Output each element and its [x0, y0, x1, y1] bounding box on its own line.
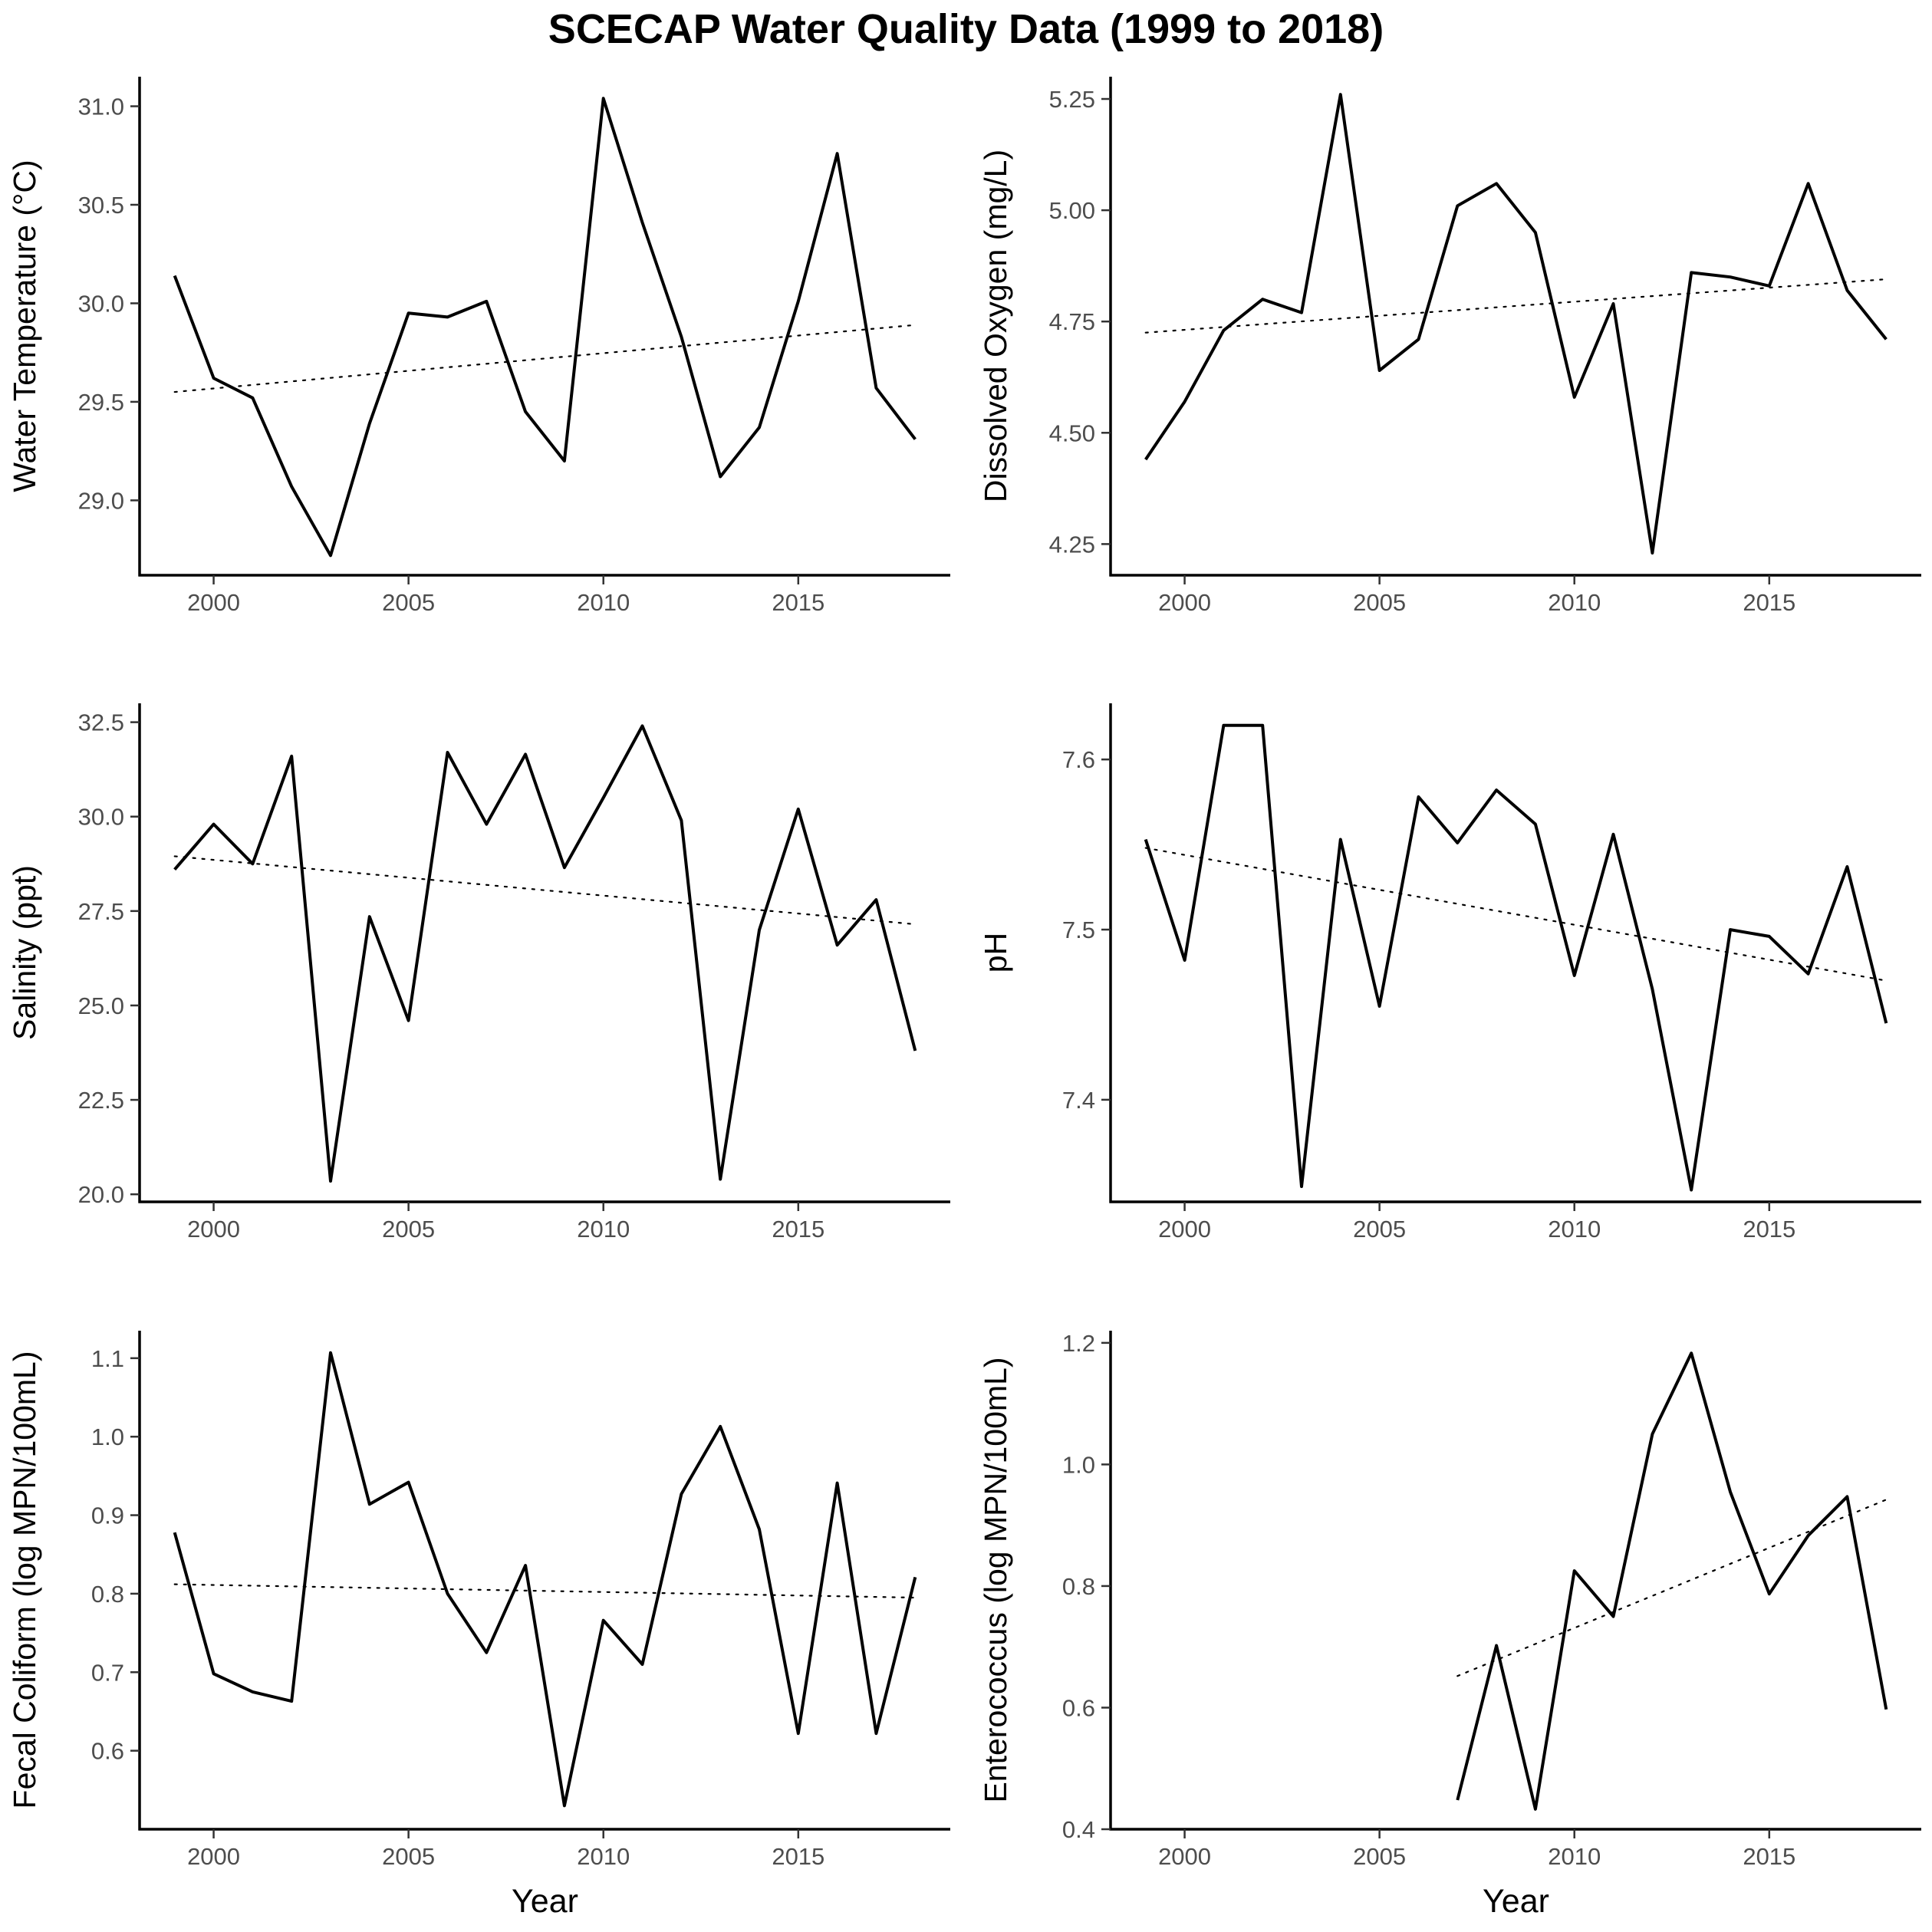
y-tick-label: 0.4 [1062, 1816, 1095, 1843]
x-tick-label: 2015 [1743, 1216, 1795, 1242]
panel-5: 2000 2005 2010 2015 0.6 0.7 0.8 0.9 1.0 1.1 Fecal … [7, 1331, 950, 1920]
x-tick-label: 2010 [577, 589, 630, 616]
y-tick-label: 30.0 [78, 804, 124, 831]
x-tick-label: 2010 [1548, 1843, 1601, 1870]
series-line [1144, 723, 1888, 1192]
y-tick-label: 0.6 [1062, 1694, 1095, 1721]
series-line [1456, 1351, 1888, 1811]
trend-line [1456, 1499, 1888, 1677]
y-tick-label: 0.7 [91, 1659, 124, 1686]
y-axis-label: Dissolved Oxygen (mg/L) [978, 150, 1013, 502]
y-tick-label: 30.0 [78, 290, 124, 317]
y-tick-label: 1.2 [1062, 1330, 1095, 1357]
x-tick-label: 2000 [1158, 589, 1211, 616]
x-tick-label: 2005 [1353, 1216, 1406, 1242]
y-axis-label: Enterococcus (log MPN/100mL) [978, 1357, 1013, 1802]
y-tick-label: 0.8 [1062, 1573, 1095, 1600]
y-tick-label: 32.5 [78, 709, 124, 736]
y-tick-label: 7.6 [1062, 746, 1095, 773]
y-tick-label: 4.25 [1049, 531, 1095, 558]
x-axis-label: Year [1483, 1883, 1549, 1920]
panel-4: 2000 2005 2010 2015 7.4 7.5 7.6 pH [978, 703, 1921, 1242]
x-tick-label: 2005 [382, 1843, 435, 1870]
y-tick-label: 7.4 [1062, 1087, 1095, 1114]
trend-line [173, 324, 917, 393]
series-line [173, 724, 917, 1183]
y-axis-label: Salinity (ppt) [7, 865, 42, 1040]
y-tick-label: 31.0 [78, 94, 124, 120]
panels: 2000 2005 2010 2015 29.0 29.5 30.0 30.5 31.0 Wate… [7, 77, 1921, 1920]
trend-line [173, 855, 917, 926]
series-line [1144, 93, 1888, 555]
y-tick-label: 1.0 [91, 1423, 124, 1450]
x-tick-label: 2015 [1743, 1843, 1795, 1870]
trend-line [1144, 278, 1888, 334]
x-tick-label: 2000 [187, 1216, 240, 1242]
x-tick-label: 2005 [1353, 1843, 1406, 1870]
y-tick-label: 1.0 [1062, 1451, 1095, 1478]
x-tick-label: 2015 [772, 1843, 824, 1870]
panel-6: 2000 2005 2010 2015 0.4 0.6 0.8 1.0 1.2 Enterococ… [978, 1330, 1921, 1920]
y-tick-label: 4.75 [1049, 308, 1095, 335]
x-tick-label: 2005 [1353, 589, 1406, 616]
x-tick-label: 2010 [577, 1216, 630, 1242]
x-tick-label: 2010 [1548, 589, 1601, 616]
y-axis-label: Water Temperature (°C) [7, 160, 42, 492]
x-tick-label: 2005 [382, 589, 435, 616]
y-tick-label: 29.5 [78, 389, 124, 416]
panel-3: 2000 2005 2010 2015 20.0 22.5 25.0 27.5 30.0 32.5… [7, 703, 950, 1242]
panel-1: 2000 2005 2010 2015 29.0 29.5 30.0 30.5 31.0 Wate… [7, 77, 950, 616]
y-tick-label: 30.5 [78, 192, 124, 219]
y-axis-label: Fecal Coliform (log MPN/100mL) [7, 1351, 42, 1809]
x-tick-label: 2015 [772, 1216, 824, 1242]
y-tick-label: 25.0 [78, 992, 124, 1019]
y-tick-label: 22.5 [78, 1087, 124, 1114]
y-tick-label: 4.50 [1049, 420, 1095, 446]
x-tick-label: 2000 [187, 1843, 240, 1870]
y-tick-label: 0.9 [91, 1502, 124, 1529]
y-tick-label: 5.25 [1049, 86, 1095, 113]
x-tick-label: 2000 [1158, 1843, 1211, 1870]
x-tick-label: 2015 [772, 589, 824, 616]
x-tick-label: 2010 [577, 1843, 630, 1870]
x-tick-label: 2005 [382, 1216, 435, 1242]
y-tick-label: 5.00 [1049, 197, 1095, 224]
x-tick-label: 2010 [1548, 1216, 1601, 1242]
x-tick-label: 2015 [1743, 589, 1795, 616]
x-tick-label: 2000 [1158, 1216, 1211, 1242]
panel-2: 2000 2005 2010 2015 4.25 4.50 4.75 5.00 5.25 Diss… [978, 77, 1921, 616]
x-tick-label: 2000 [187, 589, 240, 616]
y-tick-label: 29.0 [78, 487, 124, 514]
x-axis-label: Year [512, 1883, 578, 1920]
series-line [173, 97, 917, 558]
y-tick-label: 7.5 [1062, 917, 1095, 943]
y-tick-label: 0.8 [91, 1581, 124, 1608]
trend-line [173, 1583, 917, 1599]
trend-line [1144, 847, 1888, 982]
y-tick-label: 0.6 [91, 1738, 124, 1765]
y-axis-label: pH [978, 933, 1013, 973]
y-tick-label: 1.1 [91, 1345, 124, 1372]
y-tick-label: 20.0 [78, 1181, 124, 1208]
series-line [173, 1351, 917, 1808]
figure-title: SCECAP Water Quality Data (1999 to 2018) [548, 6, 1384, 52]
y-tick-label: 27.5 [78, 898, 124, 925]
